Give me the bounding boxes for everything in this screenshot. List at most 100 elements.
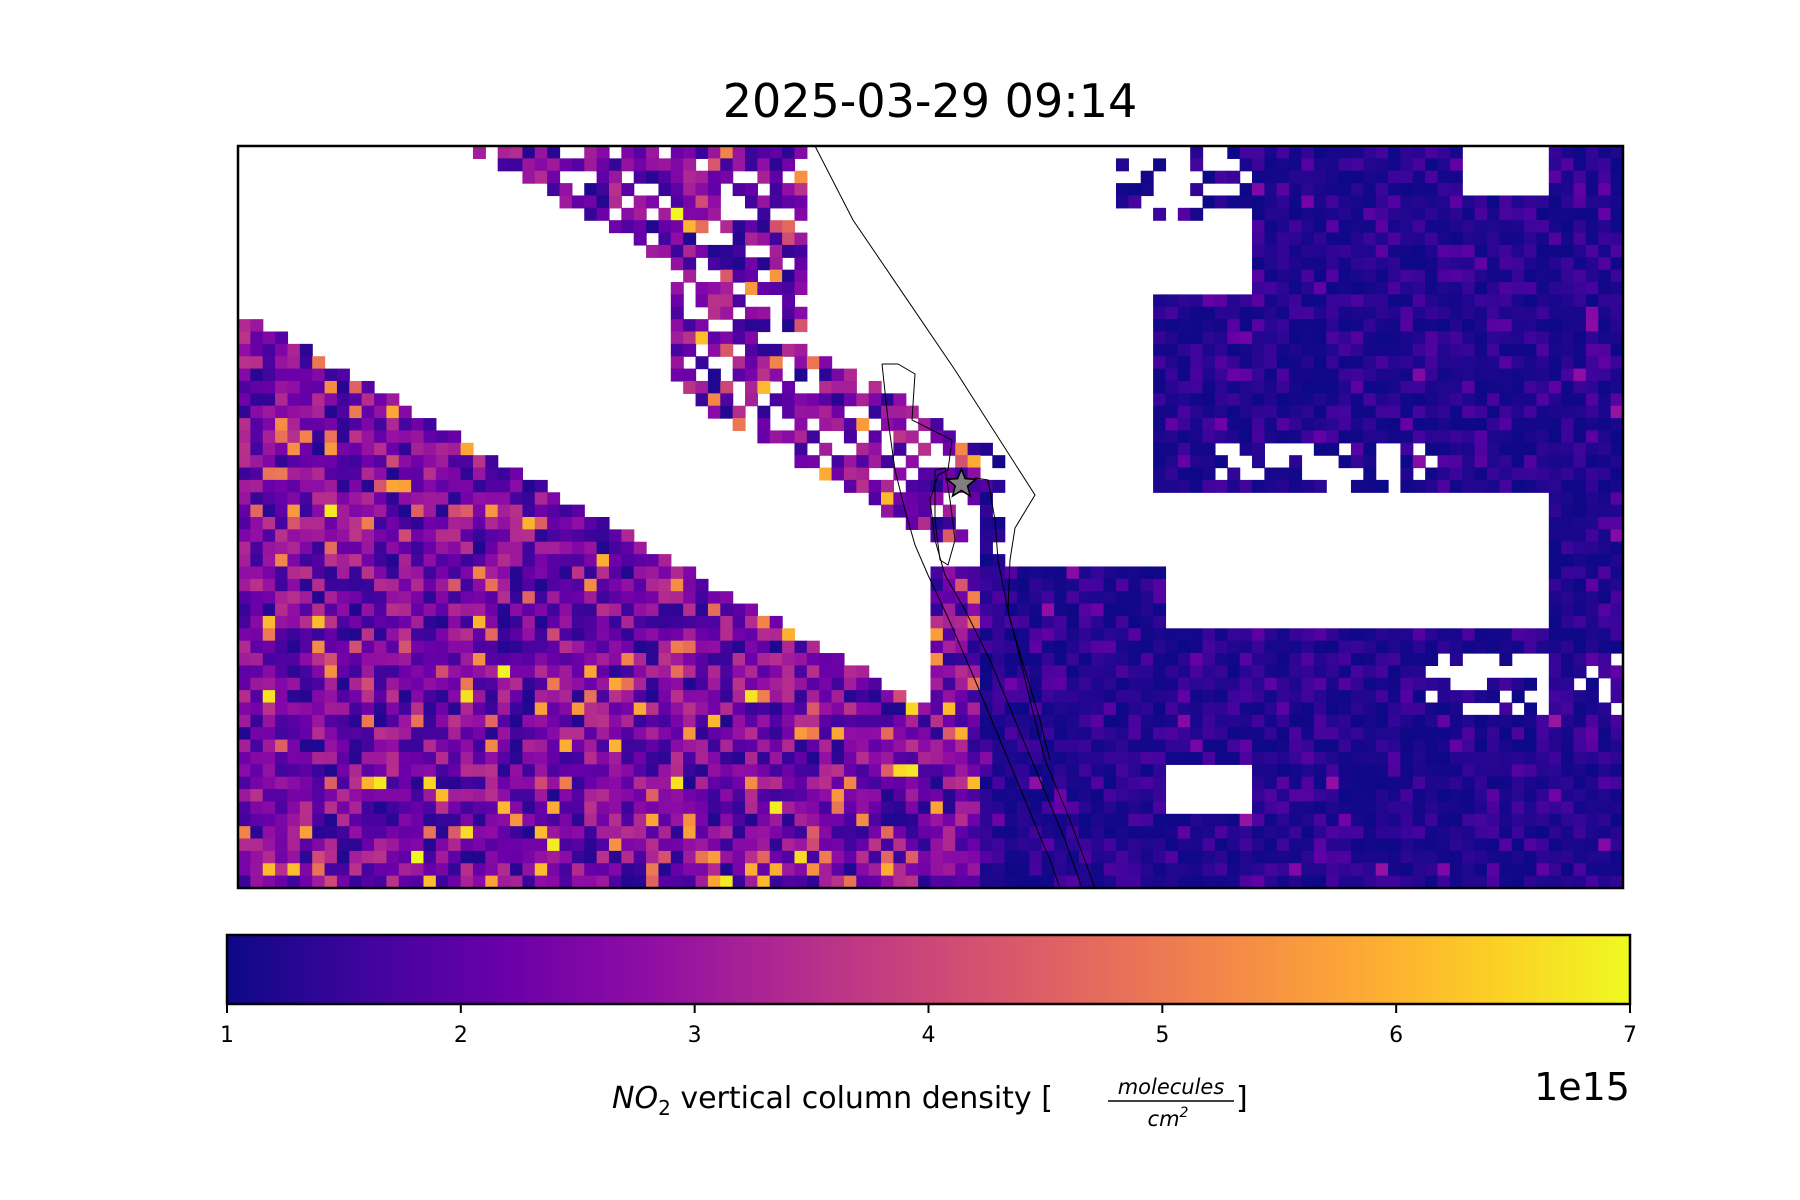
- heatmap-cell: [979, 591, 993, 605]
- heatmap-cell: [1499, 380, 1513, 394]
- heatmap-cell: [1140, 702, 1154, 716]
- heatmap-cell: [361, 850, 375, 864]
- heatmap-cell: [1227, 653, 1241, 666]
- heatmap-cell: [1375, 751, 1389, 765]
- heatmap-cell: [1140, 170, 1154, 184]
- heatmap-cell: [670, 789, 684, 803]
- heatmap-cell: [1598, 875, 1612, 888]
- heatmap-cell: [522, 838, 536, 852]
- heatmap-cell: [1425, 653, 1439, 666]
- heatmap-cell: [1363, 751, 1377, 765]
- heatmap-cell: [757, 727, 771, 741]
- heatmap-cell: [1511, 479, 1525, 493]
- heatmap-cell: [819, 813, 833, 827]
- heatmap-cell: [1338, 195, 1352, 209]
- heatmap-cell: [955, 702, 969, 716]
- heatmap-cell: [1054, 751, 1068, 765]
- heatmap-cell: [1066, 751, 1080, 765]
- heatmap-cell: [1425, 232, 1439, 246]
- heatmap-cell: [1425, 158, 1439, 172]
- heatmap-cell: [1078, 838, 1092, 852]
- heatmap-cell: [1264, 677, 1278, 691]
- heatmap-cell: [1153, 714, 1167, 728]
- heatmap-cell: [646, 591, 660, 605]
- heatmap-cell: [942, 690, 956, 704]
- heatmap-cell: [1177, 640, 1191, 654]
- heatmap-cell: [1363, 356, 1377, 370]
- heatmap-cell: [1511, 764, 1525, 778]
- heatmap-cell: [596, 591, 610, 605]
- heatmap-cell: [707, 677, 721, 691]
- heatmap-cell: [930, 838, 944, 852]
- heatmap-cell: [238, 615, 251, 629]
- heatmap-cell: [262, 789, 276, 803]
- heatmap-cell: [1486, 306, 1500, 320]
- heatmap-cell: [423, 702, 437, 716]
- heatmap-cell: [1585, 405, 1599, 419]
- heatmap-cell: [1573, 269, 1587, 283]
- heatmap-cell: [1511, 207, 1525, 221]
- heatmap-cell: [745, 863, 758, 877]
- heatmap-cell: [1449, 356, 1463, 370]
- heatmap-cell: [1054, 714, 1068, 728]
- heatmap-cell: [1313, 405, 1327, 419]
- heatmap-cell: [510, 591, 524, 605]
- heatmap-cell: [336, 393, 350, 407]
- heatmap-cell: [262, 764, 276, 778]
- heatmap-cell: [1289, 306, 1303, 320]
- heatmap-cell: [1078, 591, 1092, 605]
- heatmap-cell: [670, 850, 684, 864]
- heatmap-cell: [374, 863, 387, 877]
- heatmap-cell: [1400, 306, 1414, 320]
- heatmap-cell: [423, 653, 437, 666]
- heatmap-cell: [1326, 282, 1340, 295]
- heatmap-cell: [398, 875, 412, 888]
- heatmap-cell: [1326, 826, 1340, 840]
- heatmap-cell: [621, 739, 635, 753]
- heatmap-cell: [349, 875, 363, 888]
- heatmap-cell: [1499, 801, 1513, 815]
- heatmap-cell: [1054, 764, 1068, 778]
- heatmap-cell: [1289, 232, 1303, 246]
- heatmap-cell: [732, 220, 746, 234]
- heatmap-cell: [1115, 690, 1129, 704]
- heatmap-cell: [1350, 875, 1364, 888]
- heatmap-cell: [596, 751, 610, 765]
- heatmap-cell: [584, 764, 598, 778]
- heatmap-cell: [411, 653, 425, 666]
- heatmap-cell: [1115, 813, 1129, 827]
- heatmap-cell: [275, 343, 289, 357]
- heatmap-cell: [1363, 282, 1377, 295]
- heatmap-cell: [1276, 158, 1290, 172]
- heatmap-cell: [1388, 653, 1402, 666]
- heatmap-cell: [1462, 380, 1476, 394]
- heatmap-cell: [1425, 826, 1439, 840]
- heatmap-cell: [1153, 294, 1167, 308]
- heatmap-cell: [1289, 727, 1303, 741]
- heatmap-cell: [547, 801, 561, 815]
- heatmap-cell: [1264, 467, 1278, 481]
- heatmap-cell: [423, 665, 437, 679]
- heatmap-cell: [571, 850, 585, 864]
- heatmap-cell: [621, 714, 635, 728]
- heatmap-cell: [819, 875, 833, 888]
- heatmap-cell: [942, 826, 956, 840]
- heatmap-cell: [1153, 430, 1167, 444]
- heatmap-cell: [1313, 269, 1327, 283]
- heatmap-cell: [349, 504, 363, 518]
- heatmap-cell: [1474, 380, 1488, 394]
- heatmap-cell: [374, 739, 387, 753]
- heatmap-cell: [1400, 653, 1414, 666]
- heatmap-cell: [608, 591, 622, 605]
- heatmap-cell: [1499, 319, 1513, 333]
- heatmap-cell: [250, 677, 264, 691]
- heatmap-cell: [497, 603, 511, 617]
- heatmap-cell: [806, 653, 820, 666]
- heatmap-cell: [1190, 826, 1204, 840]
- heatmap-cell: [1585, 603, 1599, 617]
- heatmap-cell: [1511, 789, 1525, 803]
- heatmap-cell: [349, 677, 363, 691]
- heatmap-cell: [1350, 727, 1364, 741]
- heatmap-cell: [312, 368, 326, 382]
- heatmap-cell: [1610, 405, 1623, 419]
